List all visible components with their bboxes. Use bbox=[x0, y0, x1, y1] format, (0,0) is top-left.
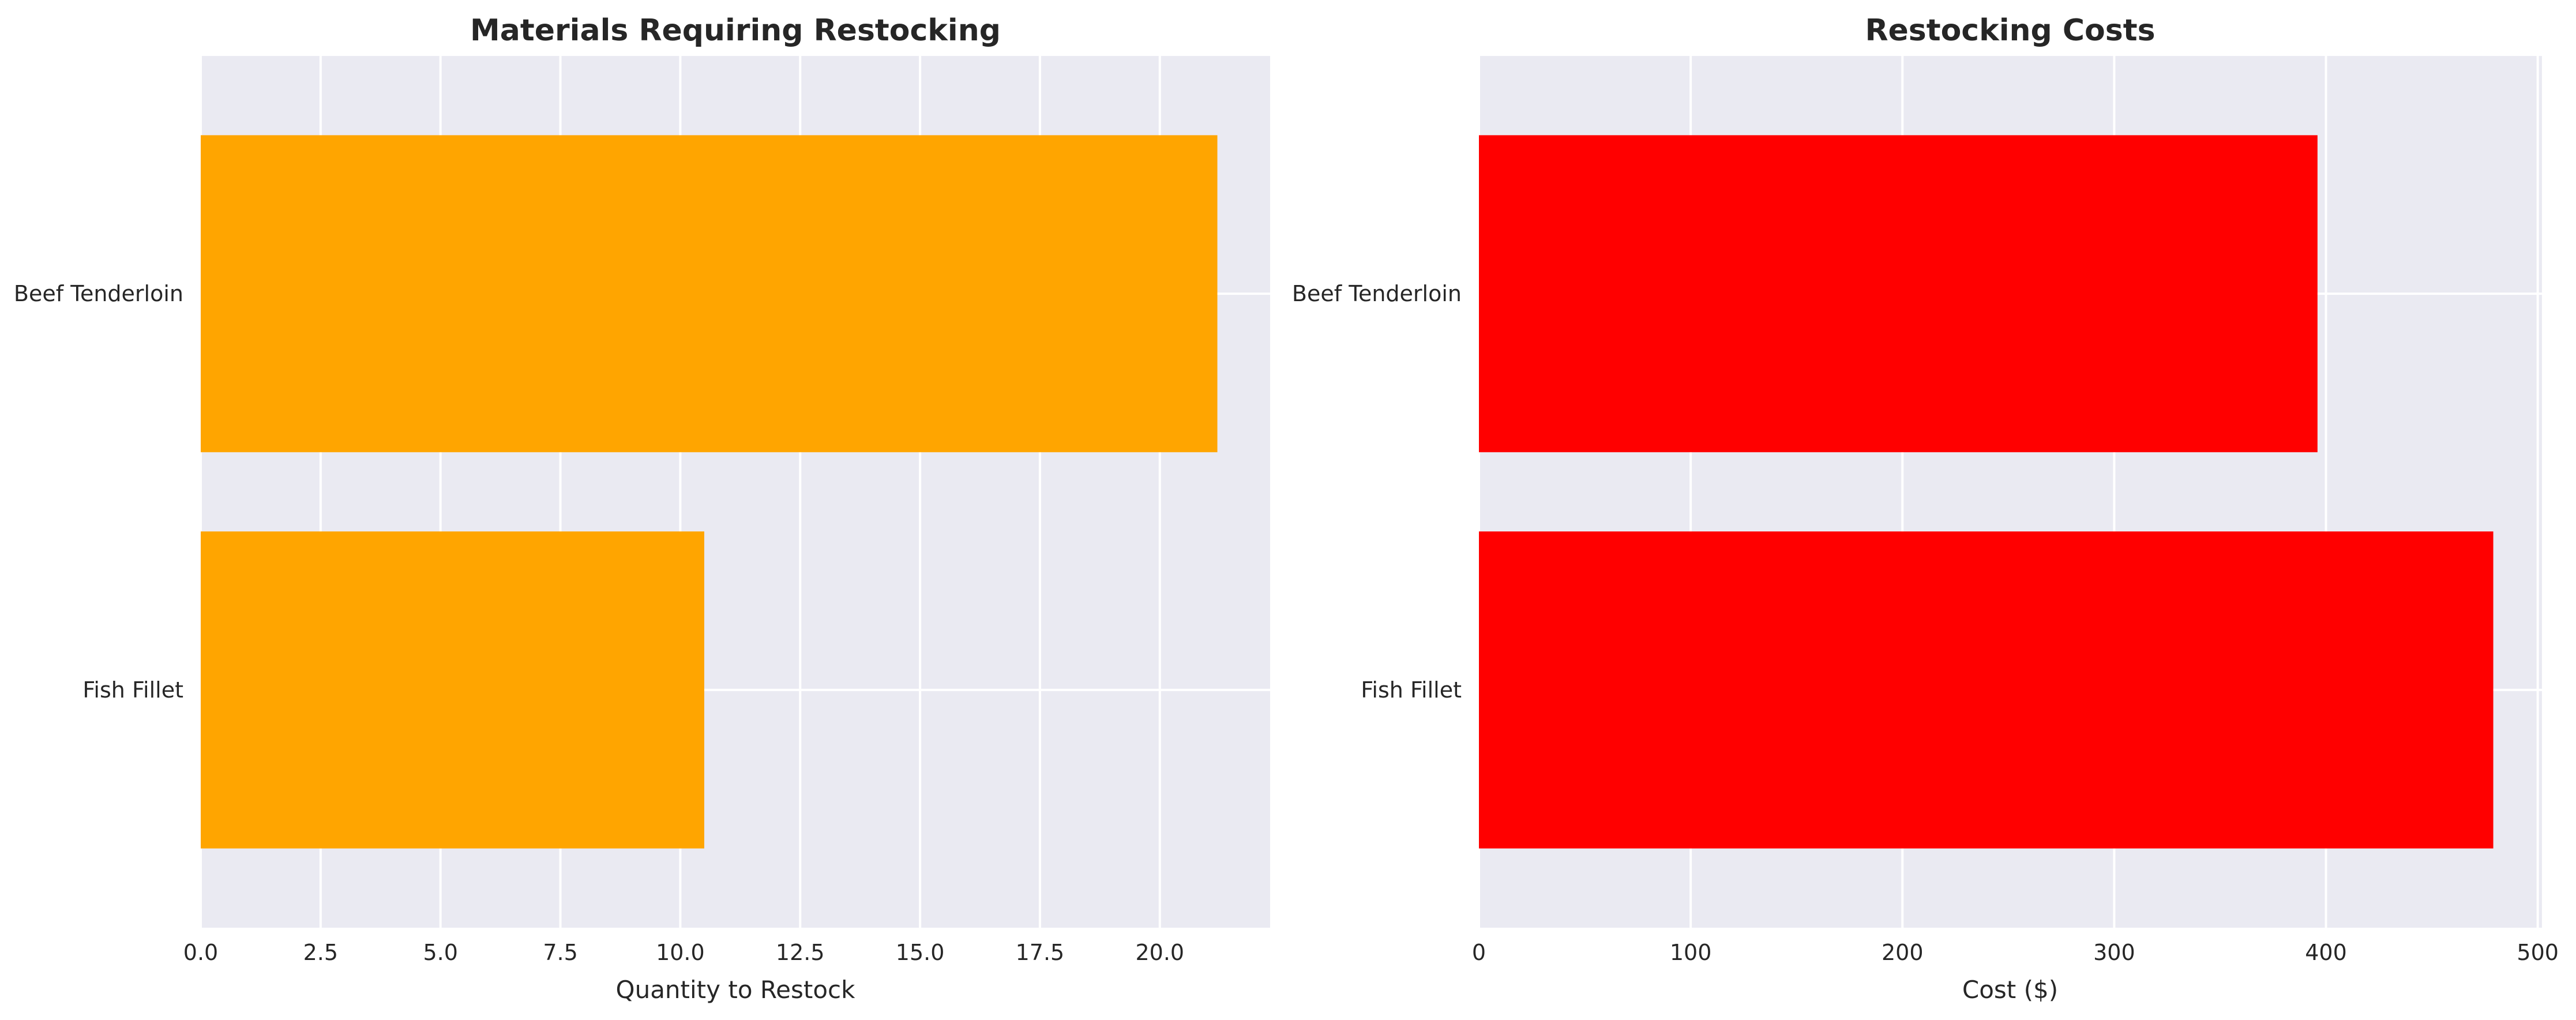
quantity-x-ticks: 0.0 2.5 5.0 7.5 10.0 12.5 15.0 17.5 20.0 bbox=[183, 940, 1184, 965]
quantity-bars bbox=[201, 135, 1218, 849]
quantity-chart-title: Materials Requiring Restocking bbox=[470, 13, 1001, 48]
quantity-x-tick-label: 12.5 bbox=[776, 940, 825, 965]
cost-chart-panel: 0 100 200 300 400 500 Beef Tenderloin Fish Fil… bbox=[1292, 13, 2559, 1004]
cost-chart-title: Restocking Costs bbox=[1865, 13, 2155, 48]
cost-x-tick-label: 500 bbox=[2517, 940, 2559, 965]
quantity-x-tick-label: 0.0 bbox=[183, 940, 218, 965]
cost-x-tick-label: 400 bbox=[2305, 940, 2347, 965]
cost-bar-beef-tenderloin bbox=[1479, 135, 2318, 452]
cost-x-axis-label: Cost ($) bbox=[1962, 976, 2058, 1004]
quantity-x-tick-label: 5.0 bbox=[423, 940, 457, 965]
cost-x-tick-label: 300 bbox=[2093, 940, 2135, 965]
quantity-bar-fish-fillet bbox=[201, 531, 704, 849]
quantity-x-tick-label: 15.0 bbox=[896, 940, 945, 965]
quantity-y-tick-label: Beef Tenderloin bbox=[14, 281, 183, 306]
quantity-x-tick-label: 2.5 bbox=[303, 940, 338, 965]
quantity-chart-panel: 0.0 2.5 5.0 7.5 10.0 12.5 15.0 17.5 20.0 Beef Te… bbox=[14, 13, 1270, 1004]
quantity-x-tick-label: 10.0 bbox=[656, 940, 705, 965]
quantity-x-tick-label: 7.5 bbox=[543, 940, 577, 965]
quantity-x-tick-label: 17.5 bbox=[1016, 940, 1065, 965]
cost-y-ticks: Beef Tenderloin Fish Fillet bbox=[1292, 281, 1462, 703]
cost-bar-fish-fillet bbox=[1479, 531, 2494, 849]
cost-x-tick-label: 0 bbox=[1472, 940, 1486, 965]
cost-y-tick-label: Beef Tenderloin bbox=[1292, 281, 1462, 306]
cost-x-tick-label: 100 bbox=[1670, 940, 1712, 965]
quantity-bar-beef-tenderloin bbox=[201, 135, 1218, 452]
cost-y-tick-label: Fish Fillet bbox=[1361, 677, 1462, 703]
cost-bars bbox=[1479, 135, 2494, 849]
quantity-y-ticks: Beef Tenderloin Fish Fillet bbox=[14, 281, 183, 703]
cost-x-ticks: 0 100 200 300 400 500 bbox=[1472, 940, 2559, 965]
quantity-x-tick-label: 20.0 bbox=[1135, 940, 1184, 965]
quantity-x-axis-label: Quantity to Restock bbox=[616, 976, 856, 1004]
quantity-y-tick-label: Fish Fillet bbox=[82, 677, 183, 703]
cost-x-tick-label: 200 bbox=[1882, 940, 1924, 965]
